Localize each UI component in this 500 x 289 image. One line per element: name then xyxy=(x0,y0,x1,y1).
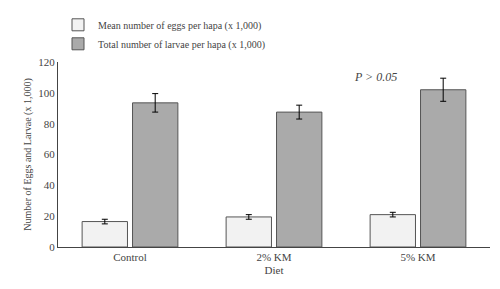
svg-text:2% KM: 2% KM xyxy=(256,251,291,263)
svg-text:20: 20 xyxy=(44,210,56,222)
svg-text:5% KM: 5% KM xyxy=(400,251,435,263)
svg-text:Diet: Diet xyxy=(265,264,284,276)
svg-text:Number of Eggs and Larvae (x 1: Number of Eggs and Larvae (x 1,000) xyxy=(22,78,34,230)
svg-text:P > 0.05: P > 0.05 xyxy=(354,70,397,84)
svg-text:60: 60 xyxy=(44,148,56,160)
svg-text:0: 0 xyxy=(49,241,55,253)
svg-text:40: 40 xyxy=(44,179,56,191)
svg-text:100: 100 xyxy=(38,87,55,99)
svg-text:Mean number of eggs per hapa (: Mean number of eggs per hapa (x 1,000) xyxy=(98,20,261,32)
svg-text:Control: Control xyxy=(113,251,147,263)
svg-text:120: 120 xyxy=(38,56,55,68)
svg-text:Total number of larvae per hap: Total number of larvae per hapa (x 1,000… xyxy=(98,39,265,51)
svg-text:80: 80 xyxy=(44,118,56,130)
